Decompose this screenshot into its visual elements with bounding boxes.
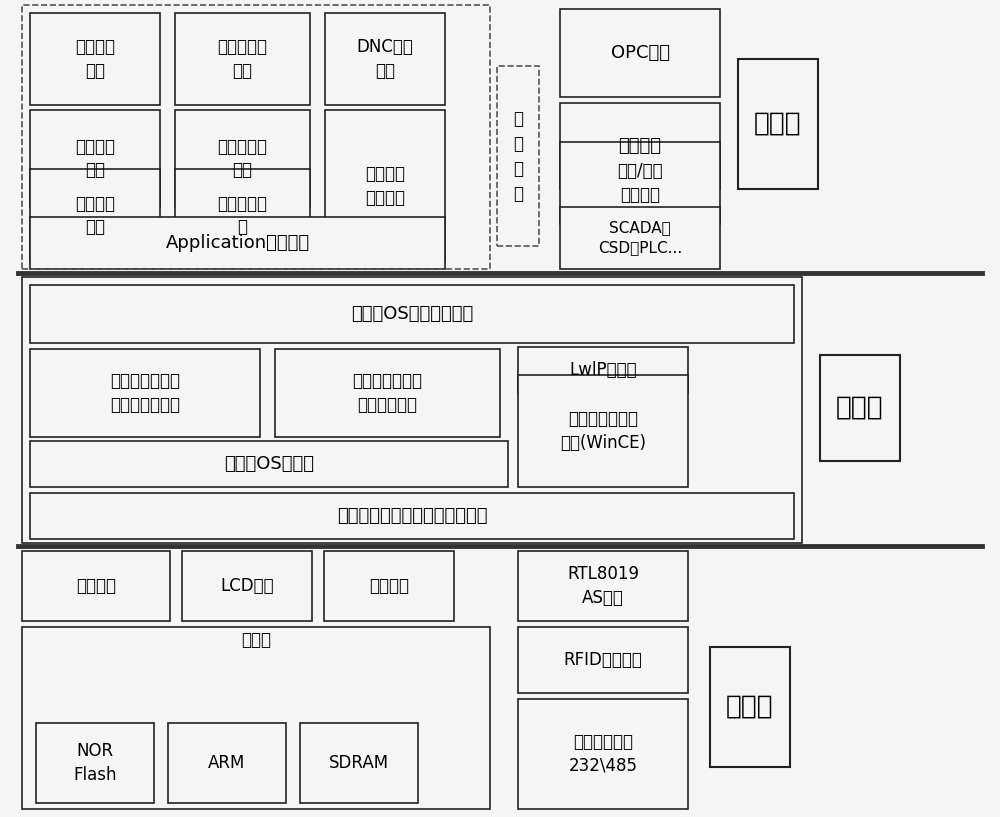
Bar: [30, 110, 160, 207]
Text: Application应用程序: Application应用程序: [165, 234, 310, 252]
Text: RTL8019
AS网卡: RTL8019 AS网卡: [567, 565, 639, 607]
Text: 板级支持，设备驱动，中断接口: 板级支持，设备驱动，中断接口: [337, 507, 487, 525]
Bar: [30, 493, 794, 539]
Text: 质检信息采
集: 质检信息采 集: [218, 194, 268, 236]
Bar: [324, 551, 454, 621]
Text: OPC设备: OPC设备: [610, 44, 670, 62]
Bar: [560, 9, 720, 97]
Text: LwlP协议栈: LwlP协议栈: [569, 361, 637, 379]
Text: 数
据
采
集: 数 据 采 集: [513, 109, 523, 203]
Bar: [710, 647, 790, 767]
Bar: [325, 110, 445, 262]
Text: ARM: ARM: [208, 754, 246, 772]
Text: 数字仪表: 数字仪表: [618, 137, 662, 155]
Text: DNC程序
传输: DNC程序 传输: [357, 38, 413, 80]
Bar: [168, 723, 286, 803]
Text: 作业任务
开工: 作业任务 开工: [75, 138, 115, 179]
Bar: [36, 723, 154, 803]
Bar: [30, 441, 508, 487]
Bar: [820, 355, 900, 461]
Text: 可视化工艺
查看: 可视化工艺 查看: [218, 38, 268, 80]
Bar: [300, 723, 418, 803]
Text: 嵌入工实时操作
系统(WinCE): 嵌入工实时操作 系统(WinCE): [560, 410, 646, 452]
Text: 应用级OS与驱动中间层: 应用级OS与驱动中间层: [351, 305, 473, 323]
Text: LCD模块: LCD模块: [220, 577, 274, 595]
Bar: [560, 142, 720, 224]
Text: 系统层: 系统层: [836, 395, 884, 421]
Text: 数据交换
处理模块: 数据交换 处理模块: [365, 165, 405, 207]
Text: RFID读写模块: RFID读写模块: [564, 651, 642, 669]
Bar: [30, 217, 445, 269]
Text: 核心板: 核心板: [241, 631, 271, 649]
Text: 驱动级OS中间层: 驱动级OS中间层: [224, 455, 314, 473]
Bar: [30, 169, 160, 262]
Bar: [182, 551, 312, 621]
Text: 应用层: 应用层: [754, 111, 802, 137]
Bar: [22, 551, 170, 621]
Text: 自主开发多种数
据采集协议栈: 自主开发多种数 据采集协议栈: [352, 373, 422, 413]
Text: 在制品信息
采集: 在制品信息 采集: [218, 138, 268, 179]
Bar: [518, 551, 688, 621]
Bar: [518, 347, 688, 393]
Text: NOR
Flash: NOR Flash: [73, 742, 117, 784]
Bar: [22, 5, 490, 269]
Bar: [518, 699, 688, 809]
Bar: [560, 103, 720, 189]
Bar: [175, 13, 310, 105]
Bar: [325, 13, 445, 105]
Text: SCADA、
CSD、PLC...: SCADA、 CSD、PLC...: [598, 221, 682, 256]
Text: 硬件层: 硬件层: [726, 694, 774, 720]
Bar: [560, 207, 720, 269]
Text: SDRAM: SDRAM: [329, 754, 389, 772]
Bar: [22, 627, 490, 809]
Bar: [30, 285, 794, 343]
Bar: [175, 110, 310, 207]
Text: 自主开发的竞争
轮询通讯协议栈: 自主开发的竞争 轮询通讯协议栈: [110, 373, 180, 413]
Bar: [30, 349, 260, 437]
Text: 复位电路: 复位电路: [76, 577, 116, 595]
Bar: [738, 59, 818, 189]
Bar: [497, 66, 539, 246]
Text: 作业任务
派工: 作业任务 派工: [75, 38, 115, 80]
Bar: [518, 375, 688, 487]
Bar: [275, 349, 500, 437]
Bar: [22, 277, 802, 543]
Text: 键盘模块: 键盘模块: [369, 577, 409, 595]
Bar: [30, 13, 160, 105]
Text: 射频/条码
采集设备: 射频/条码 采集设备: [617, 163, 663, 203]
Text: 串口接口模块
232\485: 串口接口模块 232\485: [568, 733, 638, 775]
Bar: [175, 169, 310, 262]
Text: 作业任务
完工: 作业任务 完工: [75, 194, 115, 236]
Bar: [518, 627, 688, 693]
